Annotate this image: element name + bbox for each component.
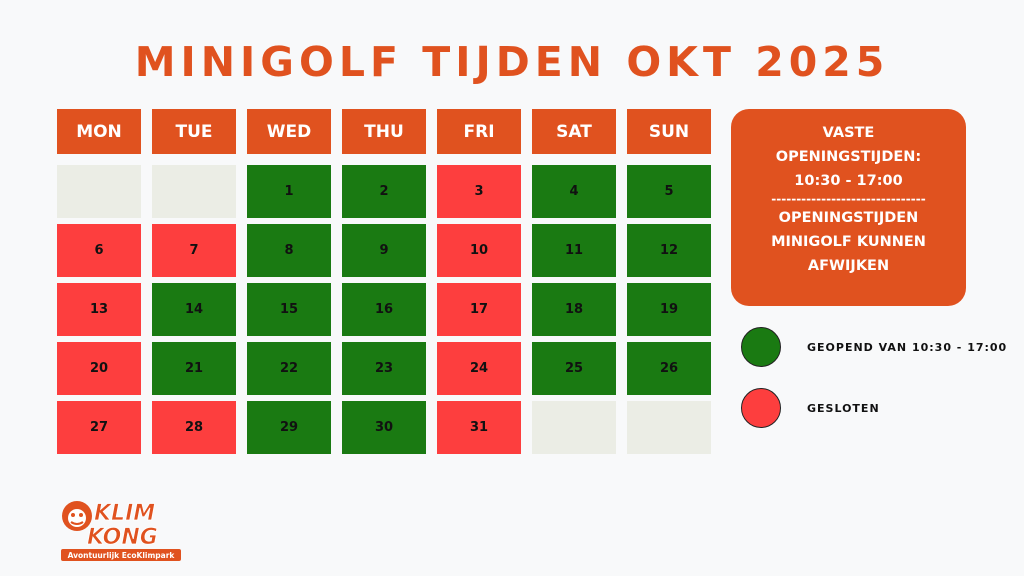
calendar-day-27: 27 xyxy=(57,401,141,454)
legend-open-label: GEOPEND VAN 10:30 - 17:00 xyxy=(807,340,1008,354)
calendar-day-16: 16 xyxy=(342,283,426,336)
calendar-day-12: 12 xyxy=(627,224,711,277)
calendar-day-24: 24 xyxy=(437,342,521,395)
weekday-header-sun: SUN xyxy=(627,109,711,154)
calendar-day-22: 22 xyxy=(247,342,331,395)
calendar-day-18: 18 xyxy=(532,283,616,336)
calendar-day-25: 25 xyxy=(532,342,616,395)
calendar-day-2: 2 xyxy=(342,165,426,218)
calendar-day-5: 5 xyxy=(627,165,711,218)
calendar-day-7: 7 xyxy=(152,224,236,277)
calendar-day-8: 8 xyxy=(247,224,331,277)
calendar-day-9: 9 xyxy=(342,224,426,277)
calendar-day-20: 20 xyxy=(57,342,141,395)
calendar-day-10: 10 xyxy=(437,224,521,277)
calendar-day-14: 14 xyxy=(152,283,236,336)
legend-closed-label: GESLOTEN xyxy=(807,401,880,415)
page-title: MINIGOLF TIJDEN OKT 2025 xyxy=(134,38,890,86)
weekday-header-mon: MON xyxy=(57,109,141,154)
calendar-empty-cell xyxy=(627,401,711,454)
info-line: 10:30 - 17:00 xyxy=(794,173,903,189)
logo-text-kong: KONG xyxy=(87,525,158,550)
calendar-day-15: 15 xyxy=(247,283,331,336)
calendar-grid: MON TUE WED THU FRI SAT SUN 1 2 3 4 5 6 7 8 9 10 11 12 13 14… xyxy=(57,109,711,454)
info-line: VASTE xyxy=(822,125,875,141)
calendar-day-6: 6 xyxy=(57,224,141,277)
logo-text-klim: KLIM xyxy=(94,501,155,526)
gorilla-icon xyxy=(62,501,92,531)
calendar-day-1: 1 xyxy=(247,165,331,218)
calendar-day-29: 29 xyxy=(247,401,331,454)
calendar-day-3: 3 xyxy=(437,165,521,218)
calendar-day-31: 31 xyxy=(437,401,521,454)
calendar-empty-cell xyxy=(57,165,141,218)
logo-tagline: Avontuurlijk EcoKlimpark xyxy=(68,551,176,560)
info-line: AFWIJKEN xyxy=(807,258,890,274)
calendar-day-4: 4 xyxy=(532,165,616,218)
calendar-day-26: 26 xyxy=(627,342,711,395)
calendar-day-11: 11 xyxy=(532,224,616,277)
legend-open: GEOPEND VAN 10:30 - 17:00 xyxy=(741,327,1007,367)
weekday-header-thu: THU xyxy=(342,109,426,154)
calendar-day-17: 17 xyxy=(437,283,521,336)
calendar-empty-cell xyxy=(532,401,616,454)
legend-open-swatch xyxy=(741,327,781,367)
info-line: MINIGOLF KUNNEN xyxy=(771,234,926,250)
klimkong-logo: KLIM KONG Avontuurlijk EcoKlimpark xyxy=(61,501,181,561)
calendar-day-23: 23 xyxy=(342,342,426,395)
weekday-header-tue: TUE xyxy=(152,109,236,154)
info-line: OPENINGSTIJDEN: xyxy=(775,149,922,165)
weekday-header-sat: SAT xyxy=(532,109,616,154)
calendar-day-28: 28 xyxy=(152,401,236,454)
calendar-day-19: 19 xyxy=(627,283,711,336)
legend-closed: GESLOTEN xyxy=(741,388,880,428)
calendar-empty-cell xyxy=(152,165,236,218)
weekday-header-fri: FRI xyxy=(437,109,521,154)
legend-closed-swatch xyxy=(741,388,781,428)
info-divider: ------------------------------- xyxy=(771,194,926,204)
calendar-day-21: 21 xyxy=(152,342,236,395)
calendar-day-13: 13 xyxy=(57,283,141,336)
opening-hours-box: VASTE OPENINGSTIJDEN: 10:30 - 17:00 ----… xyxy=(731,109,966,306)
weekday-header-wed: WED xyxy=(247,109,331,154)
info-line: OPENINGSTIJDEN xyxy=(778,210,919,226)
calendar-day-30: 30 xyxy=(342,401,426,454)
